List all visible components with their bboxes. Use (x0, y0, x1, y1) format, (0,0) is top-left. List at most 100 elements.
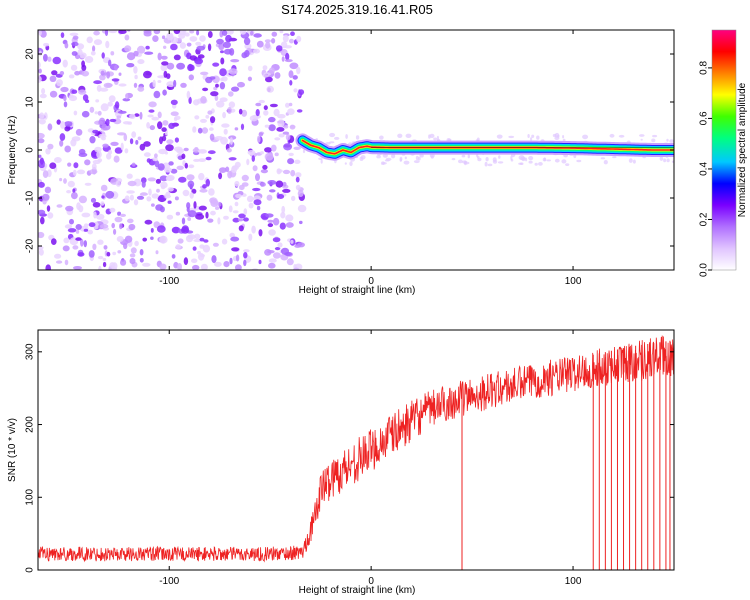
noise-speckle (241, 174, 249, 182)
noise-speckle (255, 102, 262, 107)
noise-speckle (232, 217, 240, 223)
snr-frame (37, 329, 675, 571)
band-speckle (518, 155, 525, 161)
band-speckle (528, 160, 533, 164)
noise-speckle (94, 111, 99, 115)
noise-speckle (216, 38, 224, 45)
noise-speckle (148, 101, 157, 108)
noise-speckle (264, 147, 272, 153)
noise-speckle (274, 72, 281, 79)
noise-speckle (285, 133, 291, 141)
noise-speckle (170, 43, 178, 51)
snr-xtick-label: 0 (368, 576, 374, 587)
band-speckle (461, 154, 466, 158)
noise-speckle (127, 218, 134, 224)
noise-speckle (238, 213, 246, 219)
noise-speckle (258, 259, 262, 265)
noise-speckle (210, 116, 216, 124)
noise-speckle (102, 143, 109, 148)
noise-speckle (207, 218, 214, 223)
noise-speckle (178, 176, 187, 183)
noise-speckle (255, 109, 260, 117)
spectrogram-ytick-label: -20 (25, 238, 36, 253)
noise-speckle (143, 31, 152, 37)
noise-speckle (175, 211, 181, 216)
snr-series-line (38, 335, 674, 563)
noise-speckle (271, 144, 277, 152)
noise-speckle (102, 261, 107, 268)
noise-speckle (208, 127, 214, 131)
snr-ytick-label: 300 (25, 343, 36, 360)
noise-speckle (286, 258, 294, 266)
noise-speckle (38, 248, 44, 256)
snr-ylabel: SNR (10 * v/v) (7, 418, 18, 482)
noise-speckle (93, 211, 97, 219)
noise-speckle (183, 257, 189, 265)
band-speckle (663, 158, 667, 163)
noise-speckle (163, 45, 167, 49)
noise-speckle (44, 186, 52, 194)
noise-speckle (106, 71, 111, 79)
noise-speckle (195, 213, 205, 220)
noise-speckle (219, 82, 226, 90)
noise-speckle (191, 188, 197, 194)
noise-speckle (120, 142, 124, 151)
noise-speckle (38, 75, 42, 83)
noise-speckle (200, 263, 208, 270)
noise-speckle (199, 237, 205, 242)
noise-speckle (109, 262, 116, 269)
noise-speckle (72, 169, 77, 176)
noise-speckle (241, 52, 248, 59)
noise-speckle (285, 102, 290, 108)
noise-speckle (170, 99, 178, 106)
noise-speckle (72, 245, 79, 250)
noise-speckle (264, 124, 270, 128)
noise-speckle (272, 217, 280, 226)
noise-speckle (38, 132, 45, 139)
noise-speckle (60, 121, 66, 129)
band-speckle (359, 156, 364, 161)
noise-speckle (266, 194, 273, 201)
noise-speckle (263, 110, 269, 116)
noise-speckle (273, 108, 280, 117)
band-speckle (497, 161, 504, 164)
noise-speckle (64, 224, 73, 229)
noise-speckle (162, 120, 169, 126)
noise-speckle (118, 72, 122, 76)
noise-speckle (283, 143, 293, 151)
noise-speckle (221, 30, 228, 36)
noise-speckle (228, 68, 238, 75)
noise-speckle (137, 136, 142, 141)
noise-speckle (38, 231, 45, 239)
noise-speckle (199, 244, 205, 249)
noise-speckle (231, 165, 239, 171)
noise-speckle (253, 48, 260, 54)
noise-speckle (153, 30, 161, 35)
noise-speckle (47, 56, 52, 62)
noise-speckle (38, 30, 42, 36)
noise-speckle (250, 31, 254, 36)
noise-speckle (88, 250, 95, 258)
noise-speckle (207, 43, 212, 52)
noise-speckle (193, 201, 197, 209)
band-speckle (430, 155, 434, 159)
noise-speckle (279, 222, 286, 230)
noise-speckle (84, 56, 94, 63)
band-speckle (384, 159, 390, 162)
noise-speckle (64, 42, 69, 49)
noise-speckle (157, 121, 163, 130)
noise-speckle (207, 110, 213, 115)
noise-speckle (92, 159, 101, 165)
noise-speckle (163, 167, 172, 173)
noise-speckle (68, 94, 75, 99)
noise-speckle (101, 52, 105, 59)
noise-speckle (207, 150, 216, 155)
noise-speckle (265, 152, 274, 161)
band-speckle (666, 138, 669, 142)
noise-speckle (210, 210, 216, 216)
noise-speckle (115, 180, 121, 187)
noise-speckle (124, 45, 132, 52)
noise-speckle (151, 203, 155, 207)
noise-speckle (202, 184, 207, 189)
